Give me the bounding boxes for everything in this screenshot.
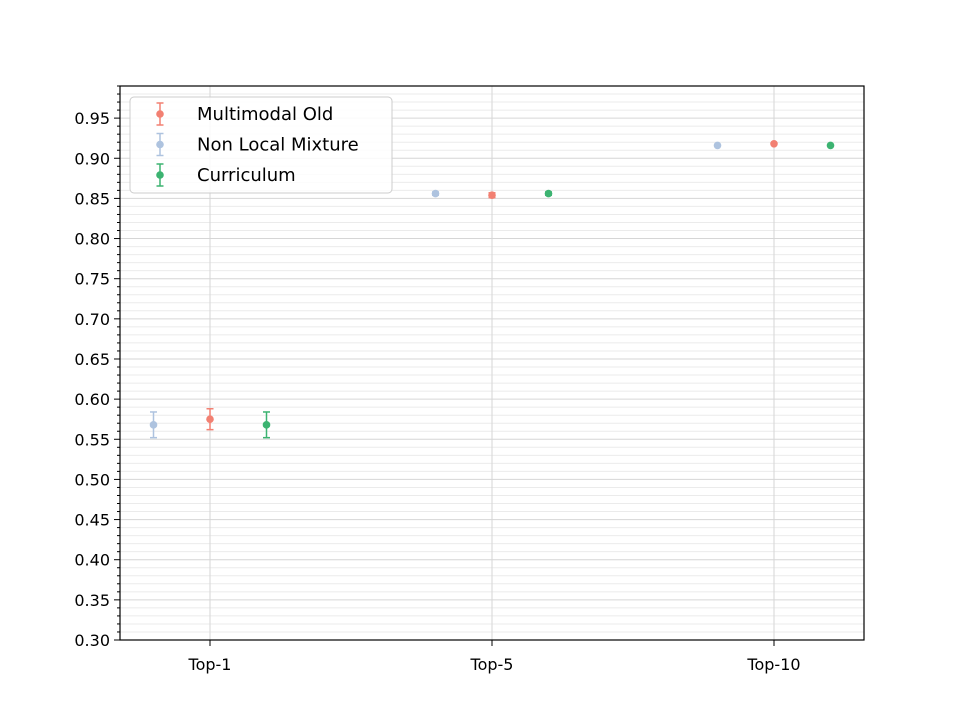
y-tick-label: 0.35 xyxy=(74,591,110,610)
data-point xyxy=(713,141,722,150)
y-tick-label: 0.45 xyxy=(74,511,110,530)
y-tick-label: 0.50 xyxy=(74,470,110,489)
y-tick-label: 0.80 xyxy=(74,230,110,249)
data-point xyxy=(770,140,778,148)
legend-label: Multimodal Old xyxy=(197,104,333,125)
data-point xyxy=(544,189,553,198)
data-point xyxy=(206,415,214,424)
y-tick-label: 0.60 xyxy=(74,390,110,409)
y-tick-label: 0.40 xyxy=(74,551,110,570)
legend-label: Non Local Mixture xyxy=(197,135,359,156)
data-points xyxy=(149,140,835,439)
y-tick-label: 0.70 xyxy=(74,310,110,329)
y-tick-label: 0.90 xyxy=(74,149,110,168)
axes: 0.30 0.35 0.40 0.45 0.50 0.55 0.60 0.65 0.70 0.75… xyxy=(74,85,865,674)
y-tick-label: 0.55 xyxy=(74,430,110,449)
y-tick-label: 0.65 xyxy=(74,350,110,369)
data-point xyxy=(262,421,271,429)
y-tick-label: 0.75 xyxy=(74,270,110,289)
x-tick-label: Top-1 xyxy=(188,655,232,674)
plot-frame xyxy=(119,85,865,641)
legend: Multimodal Old Non Local Mixture Curriculu… xyxy=(129,96,393,194)
x-tick-label: Top-5 xyxy=(470,655,514,674)
legend-marker xyxy=(156,171,164,179)
data-point xyxy=(826,141,835,150)
x-tick-label: Top-10 xyxy=(746,655,800,674)
data-point xyxy=(488,191,496,199)
legend-marker xyxy=(156,110,164,118)
data-point xyxy=(431,189,440,198)
y-tick-label: 0.95 xyxy=(74,109,110,128)
legend-marker xyxy=(156,140,164,149)
y-tick-label: 0.85 xyxy=(74,189,110,208)
data-point xyxy=(149,421,158,429)
grid-lines xyxy=(120,85,864,641)
y-tick-label: 0.30 xyxy=(74,631,110,650)
legend-box xyxy=(129,96,393,194)
legend-label: Curriculum xyxy=(197,165,296,186)
